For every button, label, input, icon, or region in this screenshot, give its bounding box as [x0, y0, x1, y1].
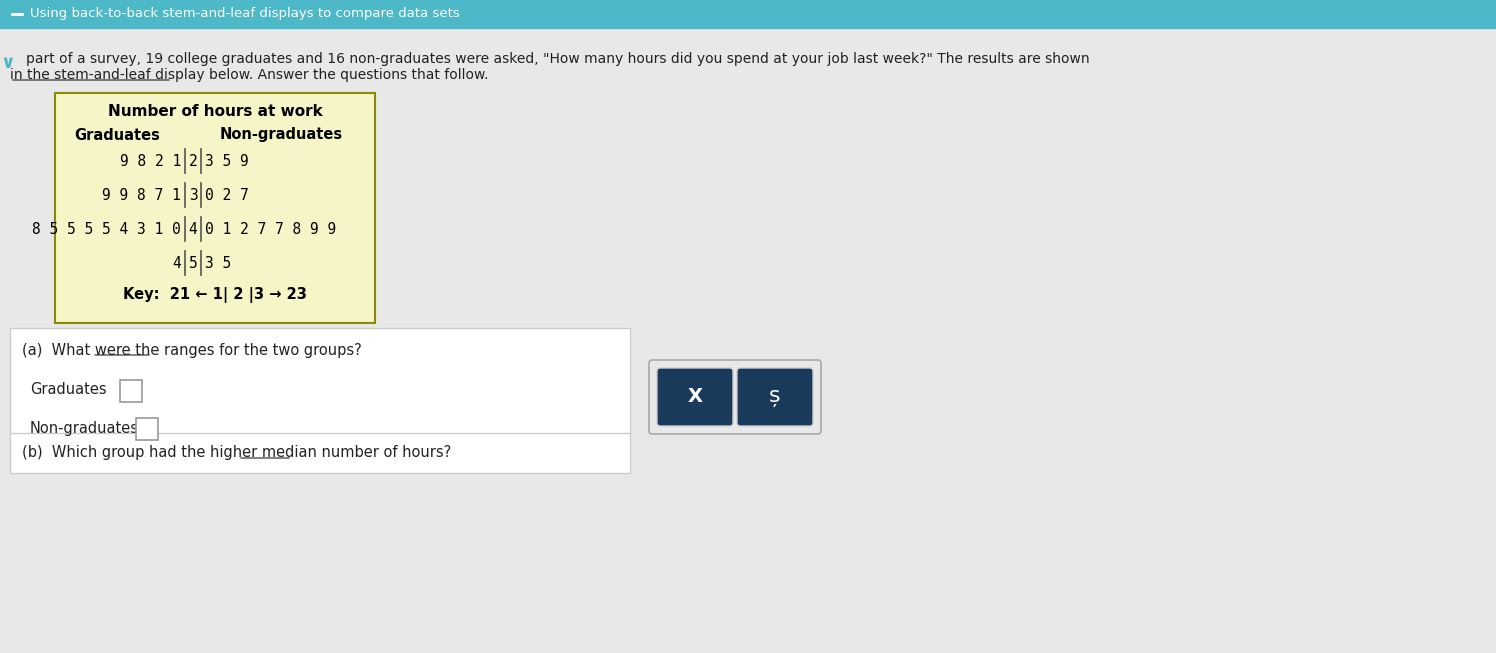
FancyBboxPatch shape — [10, 328, 630, 473]
FancyBboxPatch shape — [657, 368, 733, 426]
Text: Number of hours at work: Number of hours at work — [108, 103, 322, 118]
Text: Non-graduates: Non-graduates — [30, 421, 139, 436]
Text: 3: 3 — [188, 187, 197, 202]
Text: 4: 4 — [172, 255, 181, 270]
Text: 2: 2 — [188, 153, 197, 168]
Text: 8 5 5 5 5 4 3 1 0: 8 5 5 5 5 4 3 1 0 — [33, 221, 181, 236]
Text: Using back-to-back stem-and-leaf displays to compare data sets: Using back-to-back stem-and-leaf display… — [30, 7, 459, 20]
Text: Graduates: Graduates — [30, 383, 106, 398]
FancyBboxPatch shape — [136, 418, 159, 440]
Text: Key:  21 ← 1| 2 |3 → 23: Key: 21 ← 1| 2 |3 → 23 — [123, 287, 307, 303]
Text: 0 1 2 7 7 8 9 9: 0 1 2 7 7 8 9 9 — [205, 221, 337, 236]
Text: Graduates: Graduates — [75, 127, 160, 142]
FancyBboxPatch shape — [120, 380, 142, 402]
Text: ș: ș — [769, 387, 781, 407]
Text: 3 5: 3 5 — [205, 255, 232, 270]
FancyBboxPatch shape — [738, 368, 812, 426]
Text: 9 8 2 1: 9 8 2 1 — [120, 153, 181, 168]
Text: X: X — [688, 387, 703, 407]
Text: 9 9 8 7 1: 9 9 8 7 1 — [102, 187, 181, 202]
Text: ∨: ∨ — [0, 54, 15, 72]
Text: 3 5 9: 3 5 9 — [205, 153, 248, 168]
FancyBboxPatch shape — [55, 93, 375, 323]
Text: 5: 5 — [188, 255, 197, 270]
Text: part of a survey, 19 college graduates and 16 non-graduates were asked, "How man: part of a survey, 19 college graduates a… — [25, 52, 1089, 66]
Text: 0 2 7: 0 2 7 — [205, 187, 248, 202]
Text: (a)  What were the ranges for the two groups?: (a) What were the ranges for the two gro… — [22, 343, 362, 357]
Text: (b)  Which group had the higher median number of hours?: (b) Which group had the higher median nu… — [22, 445, 452, 460]
Text: in the stem-and-leaf display below. Answer the questions that follow.: in the stem-and-leaf display below. Answ… — [10, 68, 489, 82]
Text: 4: 4 — [188, 221, 197, 236]
Bar — [0, 0, 1496, 28]
Text: Non-graduates: Non-graduates — [220, 127, 343, 142]
